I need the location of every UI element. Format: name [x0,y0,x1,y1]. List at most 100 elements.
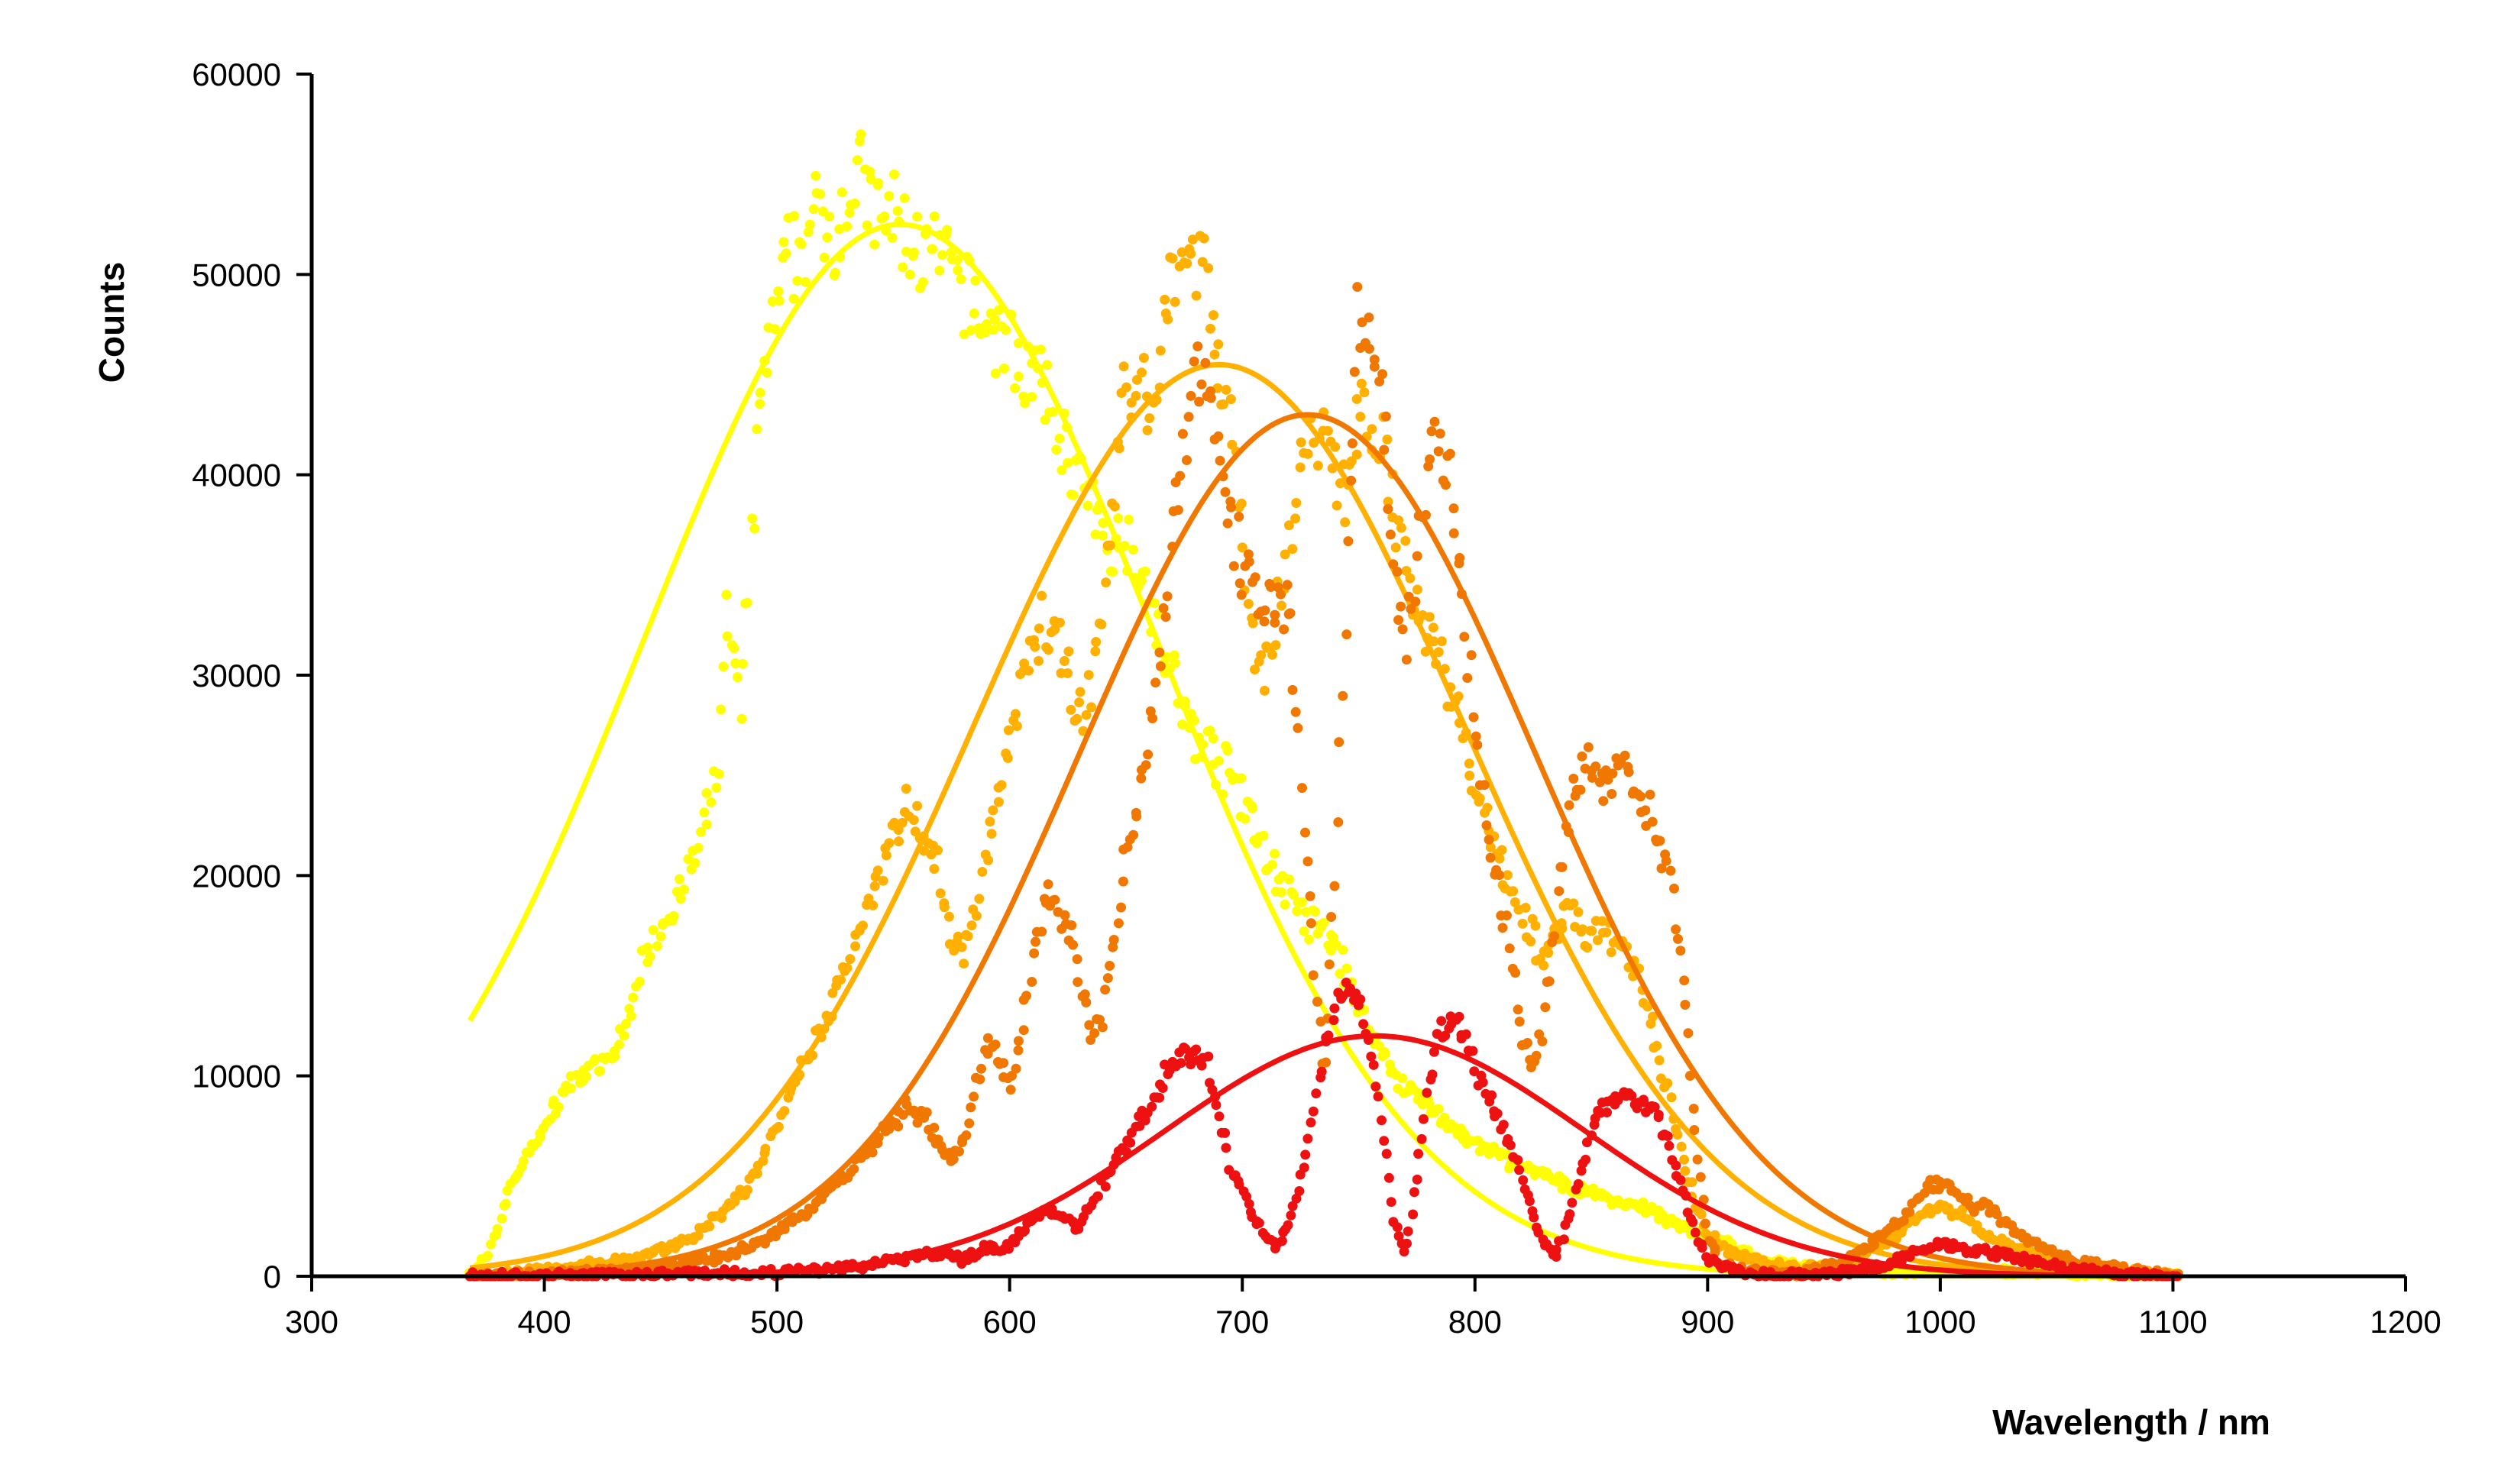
data-point [942,225,953,235]
data-point [1340,517,1351,528]
data-point [1205,323,1215,334]
data-point [1037,590,1047,601]
data-point [1554,886,1565,897]
data-point [1406,603,1416,614]
data-point [1013,1045,1024,1056]
data-point [1503,870,1513,881]
data-point [1453,691,1464,702]
data-point [1412,584,1422,595]
data-point [1485,852,1496,863]
data-point [1513,1155,1523,1166]
data-point [929,1123,940,1133]
data-point [718,661,729,672]
data-point [1581,1137,1592,1148]
data-point [747,513,758,524]
data-point [1199,233,1209,244]
data-point [1400,535,1411,546]
data-point [1564,800,1574,810]
data-point [1322,425,1333,436]
data-point [1093,1191,1103,1201]
data-point [1497,845,1507,855]
data-point [1059,656,1069,666]
data-point [1294,1186,1305,1196]
data-point [701,820,712,829]
data-point [1368,1059,1379,1070]
data-point [1640,805,1651,816]
data-point [844,208,855,218]
data-point [1290,513,1301,524]
data-point [1598,796,1609,807]
data-point [1211,1100,1222,1111]
data-point [1412,1174,1422,1185]
data-point [1302,448,1313,459]
data-point [1436,636,1447,647]
data-point [1328,1015,1339,1026]
data-point [1332,500,1342,511]
data-point [1551,1244,1561,1255]
data-point [1131,390,1141,401]
data-point [996,780,1007,790]
data-point [1687,1177,1697,1188]
data-point [1408,1209,1419,1220]
data-point [1601,927,1612,938]
data-point [1312,461,1323,471]
data-point [1396,601,1406,612]
data-point [1382,434,1393,445]
data-point [1498,1120,1509,1130]
data-point [1397,1073,1408,1084]
data-point [827,988,838,998]
data-point [1297,783,1307,794]
data-point [1539,960,1549,971]
data-point [1530,920,1541,931]
data-point [1068,939,1078,950]
data-point [626,1010,636,1021]
data-point [1095,1014,1105,1025]
data-point [773,1121,784,1132]
data-point [1081,710,1092,720]
data-point [1158,603,1169,613]
data-point [1277,600,1286,611]
data-point [781,248,791,259]
data-point [1086,702,1097,713]
data-point [1412,551,1422,561]
data-point [881,850,891,861]
data-point [858,920,868,931]
data-point [944,911,954,922]
data-point [998,1058,1009,1069]
y-tick-label: 0 [264,1259,281,1295]
data-point [737,658,748,669]
data-point [1200,357,1211,368]
data-point [1433,446,1444,457]
data-point [1869,1240,1879,1250]
data-point [706,797,717,807]
data-point [610,1051,620,1062]
data-point [571,1069,582,1080]
data-point [1010,709,1021,719]
data-point [590,1054,600,1065]
data-point [1648,1011,1658,1022]
data-point [788,293,799,304]
data-point [1459,632,1470,642]
data-point [1308,1106,1319,1117]
data-point [1665,865,1676,876]
x-tick-label: 900 [1681,1304,1734,1340]
data-point [1010,383,1021,393]
data-point [1121,382,1132,393]
data-point [1236,773,1247,784]
data-point [1972,1220,1982,1230]
data-point [1214,755,1224,766]
data-point [1196,1060,1207,1071]
data-point [1568,774,1579,784]
data-point [1461,1029,1471,1039]
data-point [779,1106,790,1117]
data-point [1018,1025,1029,1036]
data-point [862,220,872,231]
data-point [678,884,689,895]
data-point [1364,312,1374,323]
data-point [1290,706,1301,717]
data-point [1448,528,1459,538]
data-point [1300,1149,1311,1160]
data-point [1311,1088,1322,1099]
data-point [1377,1115,1387,1126]
data-point [852,155,862,166]
